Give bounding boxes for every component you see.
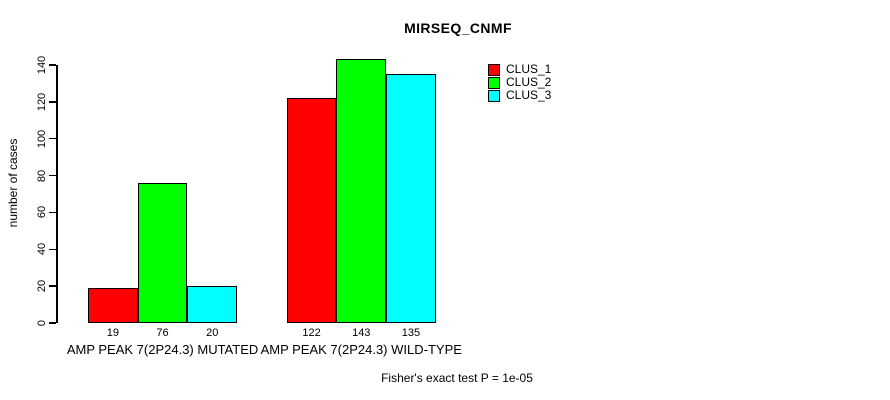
y-tick: [49, 211, 56, 214]
bar-value-label: 19: [106, 327, 119, 339]
y-axis: [56, 65, 58, 323]
bar-value-label: 76: [156, 327, 169, 339]
y-tick-label: 60: [36, 206, 48, 219]
x-category-label: AMP PEAK 7(2P24.3) WILD-TYPE: [260, 342, 462, 357]
legend-row-clus_3: CLUS_3: [488, 89, 551, 102]
bar-clus_3-group1: [187, 286, 238, 323]
y-tick: [49, 285, 56, 287]
y-tick: [49, 101, 56, 103]
bar-clus_2-group2: [336, 59, 387, 323]
legend-swatch-clus_2: [488, 76, 500, 89]
y-tick-label: 0: [36, 319, 48, 327]
annotation-text: Fisher's exact test P = 1e-05: [381, 371, 533, 385]
bar-value-label: 20: [206, 327, 219, 339]
legend-label: CLUS_3: [506, 88, 552, 102]
bar-value-label: 122: [302, 327, 321, 339]
y-tick: [49, 248, 56, 251]
bar-value-label: 135: [401, 327, 421, 339]
y-tick-label: 140: [36, 55, 48, 75]
chart-title: MIRSEQ_CNMF: [404, 20, 512, 36]
y-axis-label: number of cases: [6, 138, 20, 228]
legend-label: CLUS_1: [506, 62, 552, 76]
legend-swatch-clus_1: [488, 63, 500, 76]
y-tick: [49, 322, 56, 324]
bar-clus_2-group1: [137, 182, 188, 323]
y-tick-label: 80: [36, 169, 48, 182]
legend-label: CLUS_2: [506, 75, 552, 89]
legend-row-clus_2: CLUS_2: [488, 76, 551, 89]
y-tick: [49, 137, 56, 140]
bar-clus_1-group1: [88, 287, 138, 323]
y-tick-label: 40: [36, 243, 48, 256]
x-category-label: AMP PEAK 7(2P24.3) MUTATED: [66, 342, 259, 357]
bar-clus_1-group2: [286, 98, 337, 323]
bar-value-label: 143: [352, 327, 371, 339]
bar-clus_3-group2: [386, 74, 436, 323]
y-tick-label: 20: [36, 280, 48, 293]
legend-swatch-clus_3: [488, 89, 500, 102]
y-tick-label: 100: [36, 129, 48, 148]
legend: CLUS_1 CLUS_2 CLUS_3: [488, 63, 551, 102]
y-tick: [49, 174, 56, 177]
y-tick-label: 120: [36, 92, 48, 112]
y-tick: [49, 64, 56, 66]
legend-row-clus_1: CLUS_1: [488, 63, 551, 76]
